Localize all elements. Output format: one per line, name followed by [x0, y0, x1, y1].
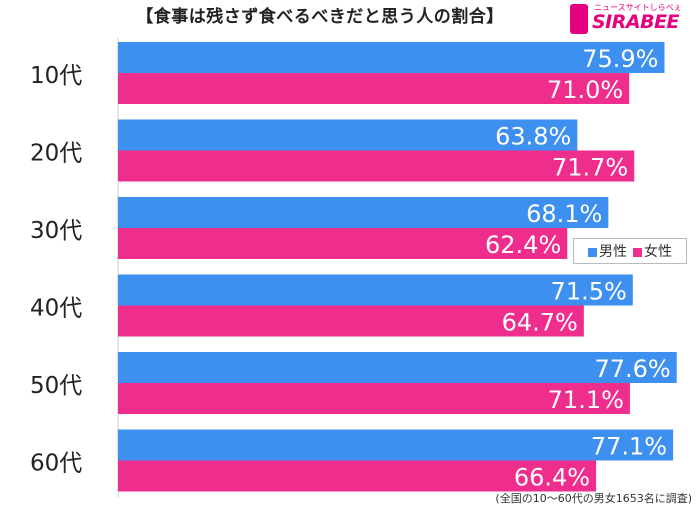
- logo-subtext: ニュースサイトしらべぇ: [594, 3, 682, 12]
- legend-item-female: 女性: [633, 241, 672, 261]
- legend-item-male: 男性: [588, 241, 627, 261]
- chart-legend: 男性 女性: [573, 238, 687, 264]
- legend-label-female: 女性: [644, 244, 672, 260]
- legend-swatch-female: [633, 247, 642, 257]
- category-label: 20代: [30, 141, 82, 167]
- value-label-female: 62.4%: [485, 231, 561, 259]
- bar-male: [118, 119, 578, 151]
- category-label: 60代: [30, 451, 82, 477]
- footnote: (全国の10〜60代の男女1653名に調査): [495, 492, 692, 505]
- value-label-male: 68.1%: [526, 200, 602, 228]
- bar-female: [118, 460, 597, 492]
- value-label-male: 77.6%: [594, 355, 670, 383]
- value-label-male: 77.1%: [591, 433, 667, 461]
- bar-male: [118, 197, 609, 228]
- sirabee-logo: ニュースサイトしらべぇ SIRABEE: [566, 2, 696, 36]
- bar-male: [118, 352, 677, 383]
- category-label: 40代: [30, 296, 82, 322]
- bar-female: [118, 150, 635, 182]
- bar-female: [118, 73, 630, 104]
- legend-label-male: 男性: [599, 244, 627, 260]
- value-label-female: 71.0%: [547, 76, 623, 104]
- bar-female: [118, 228, 568, 259]
- value-label-female: 71.7%: [552, 154, 628, 182]
- bar-female: [118, 305, 584, 337]
- category-label: 10代: [30, 63, 82, 89]
- value-label-male: 75.9%: [582, 45, 658, 73]
- category-label: 50代: [30, 373, 82, 399]
- value-label-male: 63.8%: [495, 123, 571, 151]
- value-label-female: 64.7%: [502, 309, 578, 337]
- logo-mark-icon: [570, 4, 588, 34]
- legend-swatch-male: [588, 247, 597, 257]
- value-label-male: 71.5%: [551, 278, 627, 306]
- category-label: 30代: [30, 218, 82, 244]
- bar-male: [118, 429, 674, 461]
- bar-male: [118, 42, 665, 73]
- value-label-female: 71.1%: [548, 386, 624, 414]
- bar-male: [118, 274, 633, 306]
- bar-female: [118, 383, 630, 414]
- value-label-female: 66.4%: [514, 464, 590, 492]
- logo-text: SIRABEE: [592, 11, 680, 33]
- chart-title: 【食事は残さず食べるべきだと思う人の割合】: [136, 7, 504, 27]
